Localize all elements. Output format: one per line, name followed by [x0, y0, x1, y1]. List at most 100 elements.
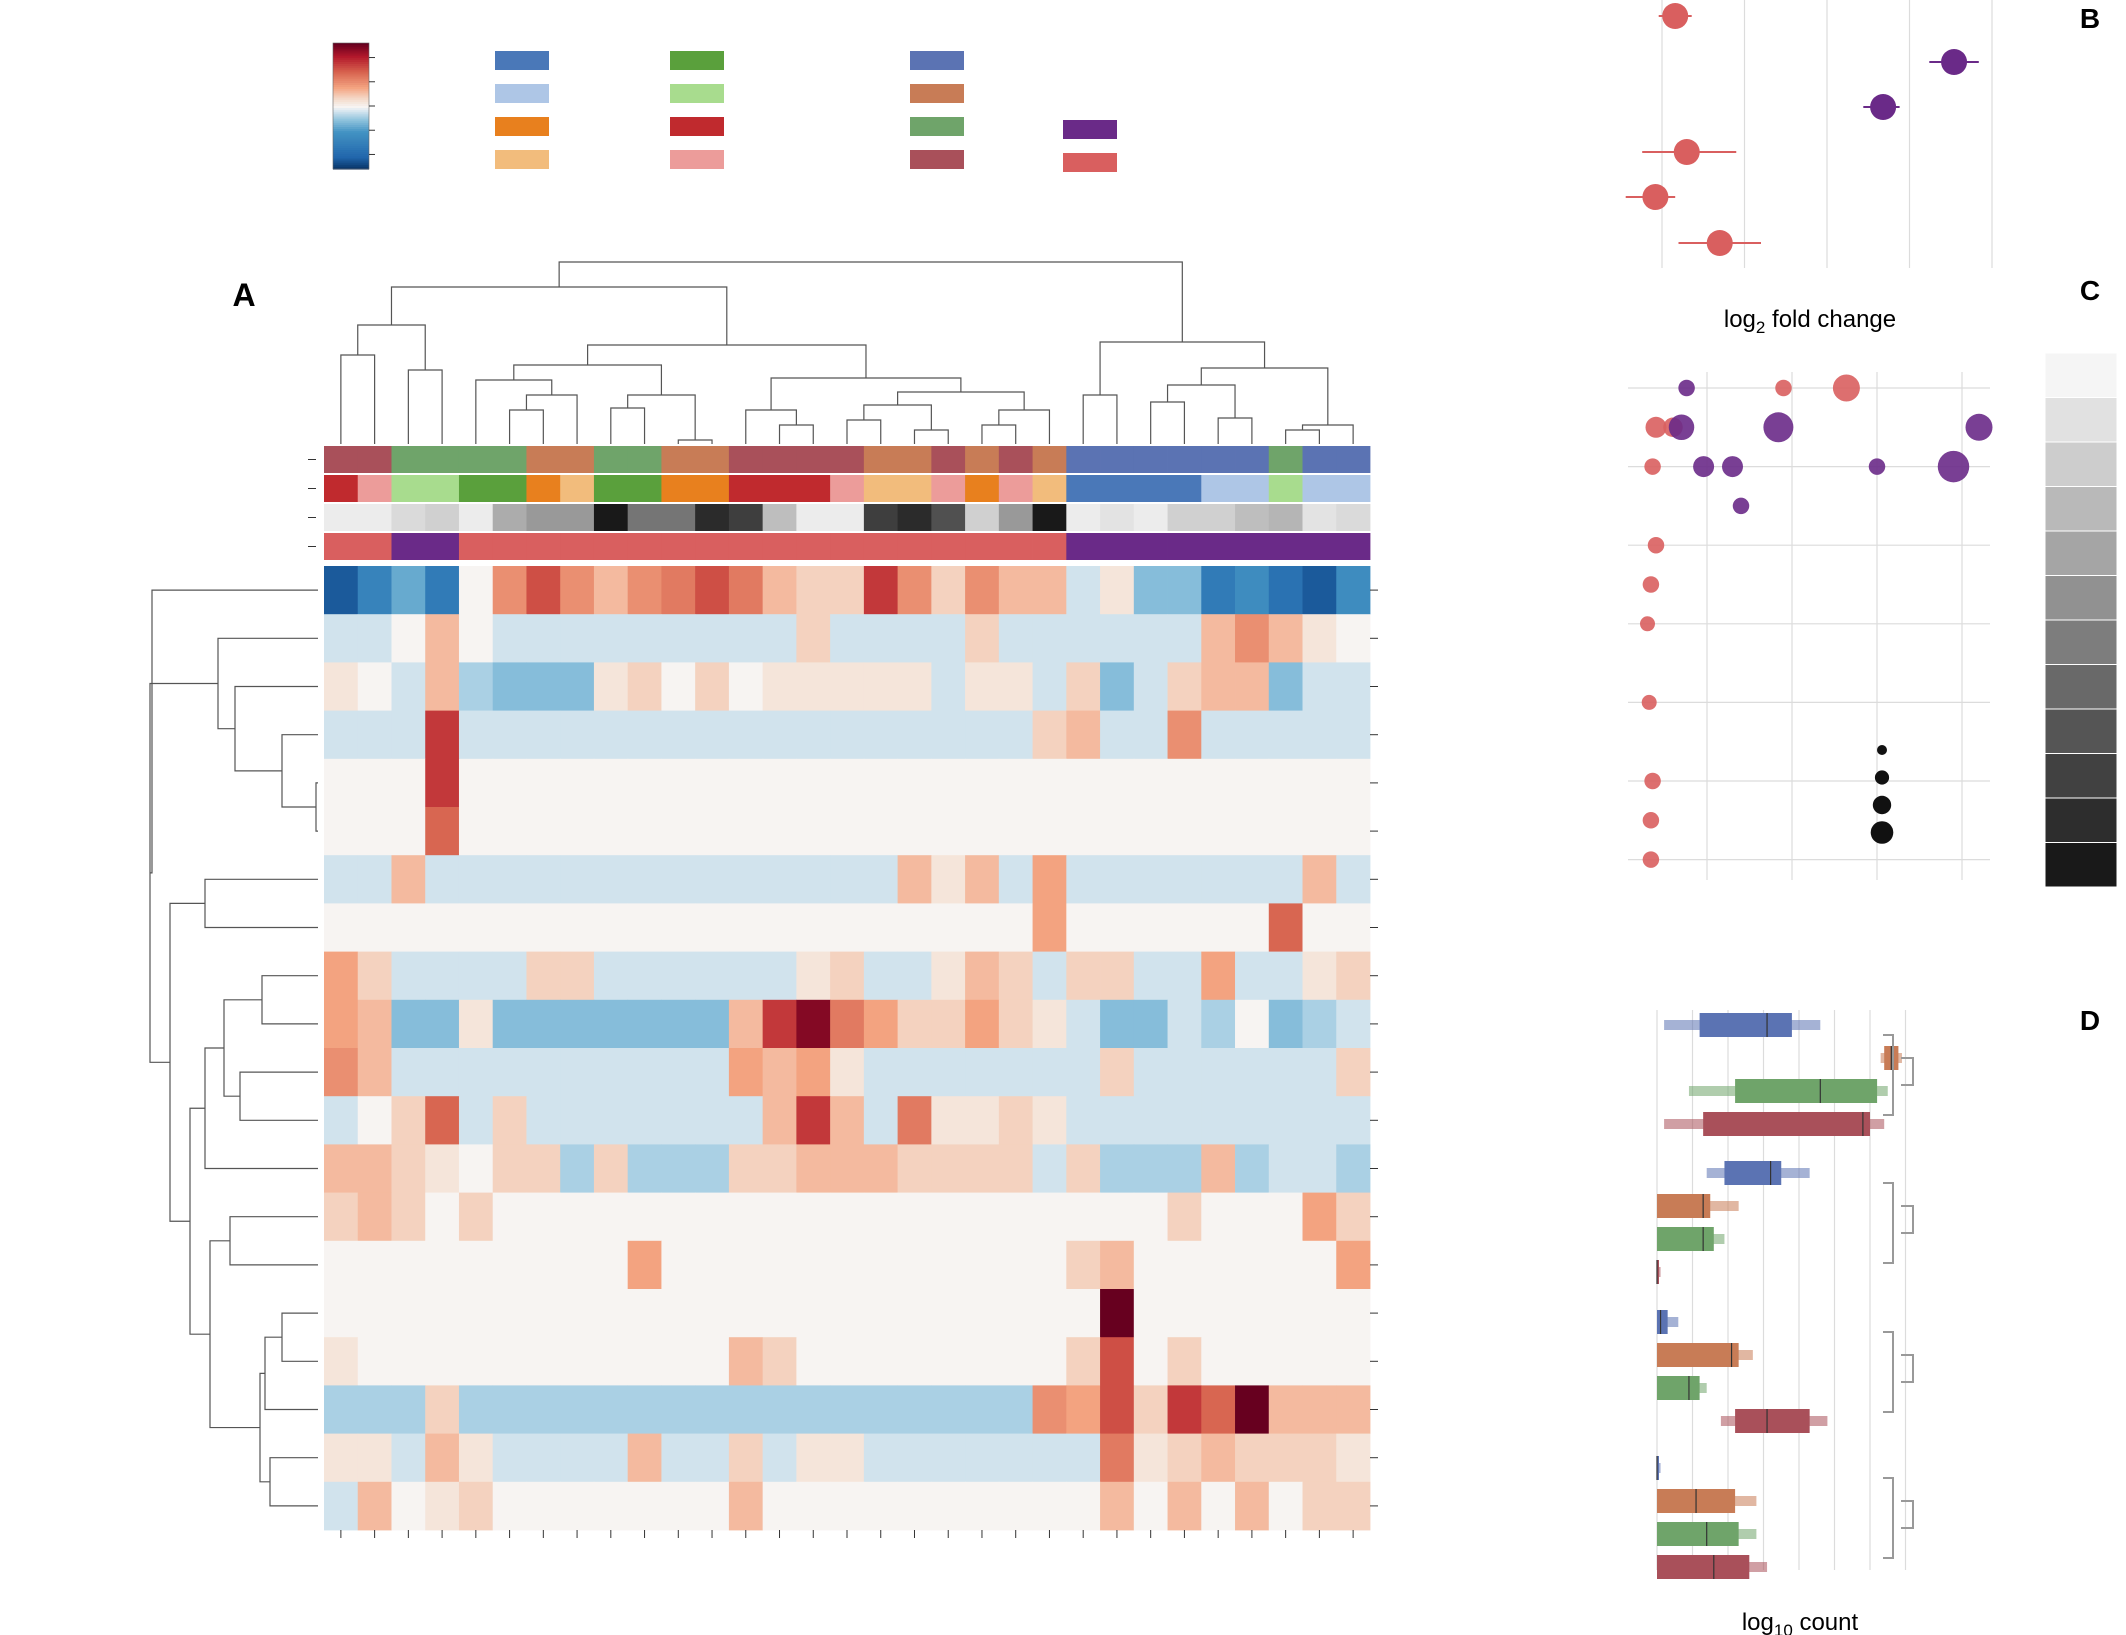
heatmap-cell [998, 566, 1033, 615]
annotation-cell-performance [897, 533, 932, 560]
heatmap-cell [627, 710, 662, 760]
colorbar-segment [333, 103, 369, 107]
heatmap-cell [931, 1289, 966, 1338]
heatmap-cell [391, 1385, 426, 1434]
colorbar-segment [333, 93, 369, 97]
heatmap-cell [1336, 1048, 1371, 1097]
significance-bracket [1883, 1182, 1894, 1264]
row-dendrogram-link [169, 902, 205, 1222]
heatmap-cell [324, 1048, 359, 1097]
heatmap-cell [458, 999, 494, 1049]
heatmap-cell [1235, 662, 1270, 711]
heatmap-cell [1268, 1048, 1303, 1097]
heatmap-cell [863, 614, 899, 663]
pca-point [1732, 497, 1750, 515]
heatmap-cell [762, 1240, 797, 1290]
pca-point [1668, 414, 1695, 441]
heatmap-cell [1066, 614, 1101, 663]
heatmap-cell [897, 1385, 932, 1434]
annotation-cell-vineyard [1201, 446, 1236, 473]
heatmap-cell [1268, 807, 1303, 856]
annotation-cell-vineyard [560, 446, 595, 473]
pca-point [1775, 379, 1792, 397]
annotation-cell-alcohol [965, 504, 1000, 531]
heatmap-cell [1336, 710, 1371, 760]
heatmap-cell [762, 999, 797, 1049]
heatmap-cell [324, 1192, 359, 1242]
heatmap-cell [560, 1240, 595, 1290]
heatmap-cell [796, 1385, 831, 1434]
column-dendrogram-link [1285, 429, 1320, 444]
column-dendrogram-link [998, 409, 1051, 444]
heatmap-cell [931, 951, 966, 1001]
heatmap-cell [458, 1337, 494, 1386]
column-dendrogram-link [587, 344, 867, 378]
heatmap-cell [1268, 614, 1303, 663]
heatmap-cell [830, 1433, 865, 1483]
row-dendrogram-link [149, 682, 218, 1063]
heatmap-cell [897, 710, 932, 760]
annotation-cell-replicate [425, 475, 460, 502]
colorbar-segment [333, 49, 369, 52]
heatmap-cell [1235, 1433, 1270, 1483]
heatmap-cell [1100, 903, 1135, 952]
heatmap-cell [728, 758, 764, 808]
heatmap-cell [728, 999, 764, 1049]
heatmap-cell [695, 1048, 730, 1097]
heatmap-cell [1100, 1337, 1135, 1386]
heatmap-cell [1167, 855, 1202, 904]
boxen-inner [1657, 1343, 1739, 1367]
heatmap-cell [357, 1289, 392, 1338]
heatmap-cell [762, 710, 797, 760]
colorbar-segment [333, 141, 369, 145]
colorbar-segment [333, 108, 369, 111]
annotation-cell-vineyard [762, 446, 797, 473]
legend-swatch-replicate [495, 51, 549, 70]
boxen-inner [1657, 1555, 1750, 1579]
heatmap-cell [998, 903, 1033, 952]
heatmap-cell [728, 1192, 764, 1242]
alcohol-colorbar-step [2044, 397, 2118, 443]
annotation-cell-alcohol [391, 504, 426, 531]
annotation-cell-vineyard [1235, 446, 1270, 473]
heatmap-cell [931, 1144, 966, 1193]
heatmap-cell [762, 855, 797, 904]
heatmap-cell [1066, 1481, 1101, 1531]
colorbar-segment [333, 166, 369, 170]
heatmap-cell [1302, 614, 1337, 663]
heatmap-cell [762, 1337, 797, 1386]
legend-swatch-replicate [495, 84, 549, 103]
heatmap-cell [1201, 758, 1236, 808]
annotation-cell-vineyard [627, 446, 662, 473]
heatmap-cell [1302, 903, 1337, 952]
column-dendrogram-link [778, 424, 814, 444]
heatmap-cell [560, 710, 595, 760]
heatmap-cell [1066, 903, 1101, 952]
heatmap-cell [492, 1048, 527, 1097]
heatmap-cell [492, 614, 527, 663]
heatmap-cell [863, 1481, 899, 1531]
annotation-cell-vineyard [1032, 446, 1067, 473]
annotation-cell-vineyard [324, 446, 359, 473]
row-dendrogram-link [281, 1312, 318, 1362]
row-dendrogram-link [261, 975, 318, 1025]
heatmap-cell [897, 807, 932, 856]
heatmap-cell [1100, 1192, 1135, 1242]
heatmap-cell [1268, 1433, 1303, 1483]
column-dendrogram-link [981, 424, 1017, 444]
annotation-cell-replicate [762, 475, 797, 502]
colorbar-segment [333, 74, 369, 78]
heatmap-cell [728, 1048, 764, 1097]
fold-change-axis-title: log2 fold change [1724, 306, 1896, 337]
heatmap-cell [1201, 855, 1236, 904]
heatmap-cell [1167, 807, 1202, 856]
heatmap-cell [1235, 566, 1270, 615]
heatmap-cell [931, 1337, 966, 1386]
heatmap-cell [357, 1337, 392, 1386]
heatmap-cell [661, 662, 696, 711]
heatmap-cell [1167, 1289, 1202, 1338]
heatmap-cell [593, 1144, 629, 1193]
legend-swatch-vineyard [910, 51, 964, 70]
colorbar-segment [333, 68, 369, 71]
heatmap-cell [1100, 1144, 1135, 1193]
